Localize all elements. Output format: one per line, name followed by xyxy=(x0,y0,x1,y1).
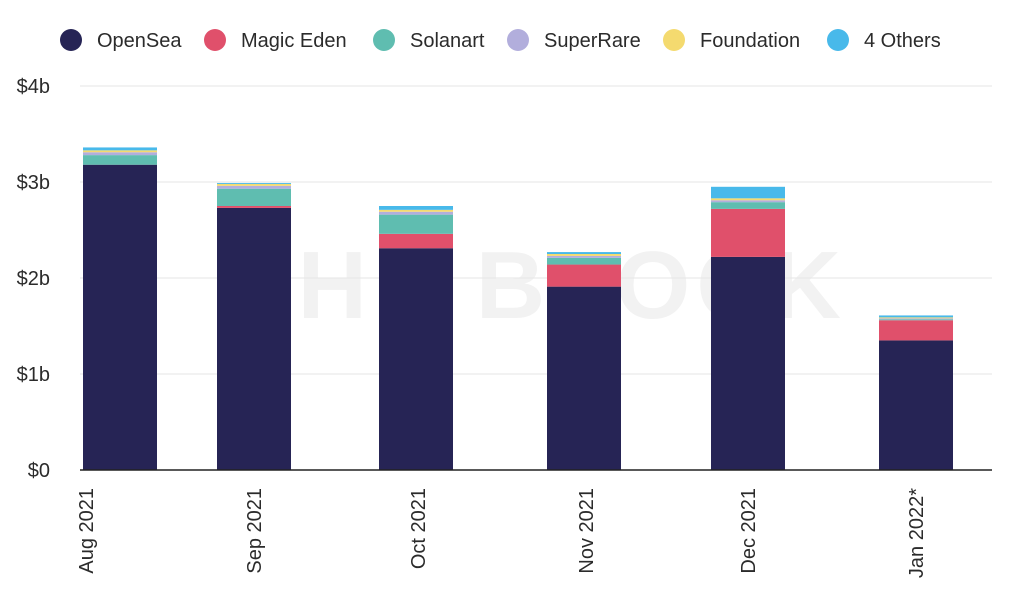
x-category-label: Sep 2021 xyxy=(244,488,266,574)
legend-label-opensea: OpenSea xyxy=(97,30,182,52)
y-tick-label: $1b xyxy=(17,364,50,386)
bar-4-others-oct-2021 xyxy=(379,206,453,210)
legend-swatch-foundation xyxy=(663,29,685,51)
legend-swatch-4-others xyxy=(827,29,849,51)
x-category-label: Jan 2022* xyxy=(906,488,928,578)
legend-swatch-opensea xyxy=(60,29,82,51)
legend-label-magic-eden: Magic Eden xyxy=(241,30,347,52)
bar-foundation-nov-2021 xyxy=(547,254,621,256)
bar-4-others-nov-2021 xyxy=(547,252,621,254)
legend: OpenSea Magic Eden Solanart SuperRare Founda… xyxy=(60,29,941,52)
legend-item-4-others: 4 Others xyxy=(827,29,941,52)
bar-4-others-jan-2022 xyxy=(879,315,953,318)
legend-item-solanart: Solanart xyxy=(373,29,485,52)
legend-item-magic-eden: Magic Eden xyxy=(204,29,347,52)
legend-swatch-solanart xyxy=(373,29,395,51)
bar-opensea-aug-2021 xyxy=(83,164,157,470)
bar-solanart-aug-2021 xyxy=(83,155,157,165)
x-category-label: Dec 2021 xyxy=(738,488,760,574)
bar-magic-eden-oct-2021 xyxy=(379,233,453,249)
bar-foundation-sep-2021 xyxy=(217,183,291,186)
bar-superrare-jan-2022 xyxy=(879,318,953,320)
bar-superrare-sep-2021 xyxy=(217,185,291,189)
bar-opensea-nov-2021 xyxy=(547,286,621,470)
y-axis-ticks: $0 $1b $2b $3b $4b xyxy=(17,76,50,482)
bar-solanart-oct-2021 xyxy=(379,214,453,234)
bar-4-others-sep-2021 xyxy=(217,182,291,184)
y-tick-label: $0 xyxy=(28,460,50,482)
legend-label-foundation: Foundation xyxy=(700,30,800,52)
bar-magic-eden-nov-2021 xyxy=(547,264,621,287)
legend-label-4-others: 4 Others xyxy=(864,30,941,52)
bar-foundation-dec-2021 xyxy=(711,198,785,201)
bar-opensea-dec-2021 xyxy=(711,256,785,470)
bar-foundation-jan-2022 xyxy=(879,317,953,319)
legend-item-foundation: Foundation xyxy=(663,29,800,52)
bar-foundation-oct-2021 xyxy=(379,209,453,212)
x-category-label: Nov 2021 xyxy=(576,488,598,574)
bar-opensea-jan-2022 xyxy=(879,340,953,470)
bars xyxy=(83,147,953,471)
bar-superrare-aug-2021 xyxy=(83,152,157,156)
bar-opensea-oct-2021 xyxy=(379,248,453,470)
legend-label-superrare: SuperRare xyxy=(544,30,641,52)
legend-label-solanart: Solanart xyxy=(410,30,485,52)
x-axis-labels: Aug 2021 Sep 2021 Oct 2021 Nov 2021 Dec 2021… xyxy=(76,488,928,578)
bar-foundation-aug-2021 xyxy=(83,150,157,153)
bar-magic-eden-sep-2021 xyxy=(217,206,291,208)
legend-swatch-superrare xyxy=(507,29,529,51)
bar-superrare-oct-2021 xyxy=(379,211,453,215)
y-tick-label: $2b xyxy=(17,268,50,290)
x-category-label: Oct 2021 xyxy=(408,488,430,569)
bar-superrare-dec-2021 xyxy=(711,200,785,203)
bar-solanart-dec-2021 xyxy=(711,202,785,209)
bar-4-others-aug-2021 xyxy=(83,147,157,151)
legend-item-opensea: OpenSea xyxy=(60,29,182,52)
bar-solanart-nov-2021 xyxy=(547,257,621,265)
bar-magic-eden-dec-2021 xyxy=(711,208,785,257)
legend-item-superrare: SuperRare xyxy=(507,29,641,52)
bar-opensea-sep-2021 xyxy=(217,207,291,471)
bar-solanart-sep-2021 xyxy=(217,188,291,206)
y-tick-label: $3b xyxy=(17,172,50,194)
x-category-label: Aug 2021 xyxy=(76,488,98,574)
bar-solanart-jan-2022 xyxy=(879,319,953,321)
bar-superrare-nov-2021 xyxy=(547,255,621,258)
bar-magic-eden-jan-2022 xyxy=(879,320,953,341)
y-tick-label: $4b xyxy=(17,76,50,98)
legend-swatch-magic-eden xyxy=(204,29,226,51)
bar-4-others-dec-2021 xyxy=(711,186,785,199)
